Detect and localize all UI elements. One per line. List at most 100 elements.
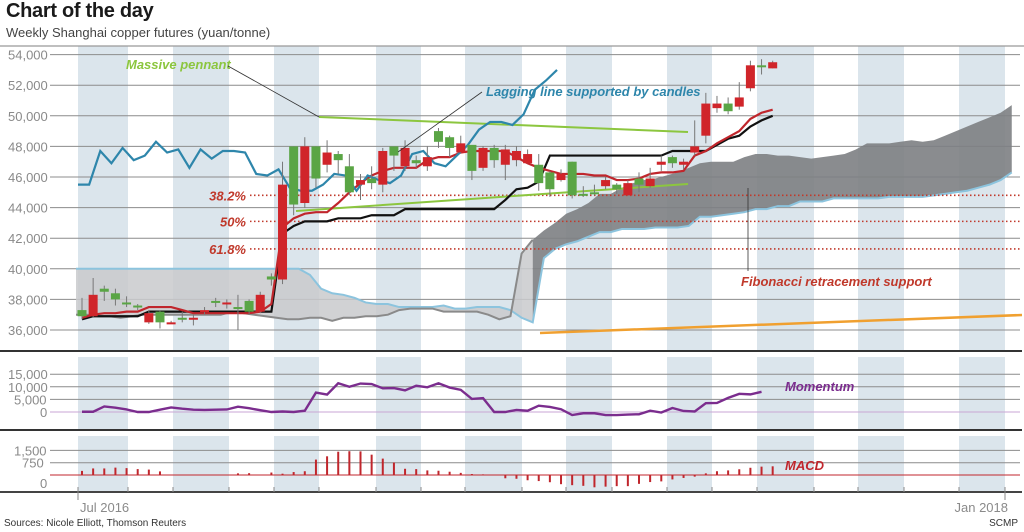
stripe — [959, 436, 1005, 492]
candle-body — [500, 149, 510, 165]
stripe — [173, 357, 229, 430]
y-tick-label: 42,000 — [8, 231, 48, 246]
candle-body — [88, 294, 98, 317]
candle-body — [690, 146, 700, 153]
lagging-span — [78, 69, 558, 193]
candle-body — [768, 62, 778, 69]
y-tick-label: 52,000 — [8, 78, 48, 93]
credit: SCMP — [989, 518, 1018, 529]
candle-body — [99, 288, 109, 292]
macd-label: MACD — [785, 458, 825, 473]
cloud-span-a — [76, 171, 1013, 324]
leader-line — [397, 91, 483, 153]
candle-body — [745, 65, 755, 89]
candle-body — [177, 317, 187, 320]
stripe — [667, 357, 712, 430]
candle-body — [723, 103, 733, 112]
candle-body — [188, 317, 198, 320]
y-tick-label: 0 — [40, 405, 47, 420]
stripe — [959, 46, 1005, 351]
stripe — [376, 46, 421, 351]
chart-title: Chart of the day — [6, 0, 154, 22]
candle-body — [534, 164, 544, 184]
y-tick-label: 40,000 — [8, 262, 48, 277]
candle-body — [77, 310, 87, 317]
stripe — [566, 436, 612, 492]
y-tick-label: 36,000 — [8, 323, 48, 338]
annotations: Massive pennant Lagging line supported by… — [126, 57, 932, 289]
annotation-fibonacci: Fibonacci retracement support — [741, 274, 932, 289]
candle-body — [200, 310, 210, 313]
stripe — [757, 357, 814, 430]
candle-body — [489, 147, 499, 161]
candle-body — [333, 154, 343, 161]
x-tick-label: Jan 2018 — [955, 500, 1009, 515]
candle-body — [166, 322, 176, 325]
trend-line — [539, 313, 1023, 335]
annotation-massive-pennant: Massive pennant — [126, 57, 231, 72]
candle-body — [311, 146, 321, 179]
candle-body — [344, 166, 354, 193]
candle-body — [244, 300, 254, 312]
base-line — [81, 114, 774, 321]
candle-body — [322, 152, 332, 165]
candle-body — [266, 276, 276, 280]
candle-body — [701, 103, 711, 136]
candle-body — [110, 293, 120, 300]
candle-body — [289, 146, 299, 205]
candle-body — [478, 147, 488, 168]
candle-body — [389, 146, 399, 156]
candle-body — [378, 150, 388, 185]
stripe — [465, 436, 522, 492]
candle-body — [411, 160, 421, 164]
candle-body — [612, 184, 622, 190]
candle-body — [422, 157, 432, 167]
candle-body — [233, 307, 243, 310]
stripe — [78, 436, 128, 492]
candle-body — [556, 173, 566, 181]
candle-body — [456, 143, 466, 153]
candle-body — [278, 184, 288, 280]
stripe — [465, 357, 522, 430]
candle-body — [367, 178, 377, 184]
candle-body — [356, 180, 365, 185]
leader-line — [227, 65, 320, 118]
y-tick-label: 15,000 — [8, 367, 48, 382]
candle-body — [734, 97, 744, 107]
stripe — [376, 357, 421, 430]
candle-body — [122, 302, 132, 305]
pennant-upper — [318, 116, 689, 133]
y-tick-label: 50,000 — [8, 109, 48, 124]
cloud-bearish — [76, 239, 533, 323]
stripe — [858, 436, 904, 492]
stripe — [274, 357, 319, 430]
fib-label: 61.8% — [209, 242, 246, 257]
pennant-lines — [295, 116, 689, 212]
momentum-label: Momentum — [785, 379, 855, 394]
chart-subtitle: Weekly Shanghai copper futures (yuan/ton… — [6, 25, 271, 40]
y-tick-label: 38,000 — [8, 292, 48, 307]
source-note: Sources: Nicole Elliott, Thomson Reuters — [4, 518, 187, 529]
stripe — [667, 436, 712, 492]
annotation-lagging-line: Lagging line supported by candles — [486, 84, 701, 99]
trend-line — [539, 313, 1023, 335]
candle-body — [222, 302, 232, 305]
candle-body — [667, 157, 677, 164]
candle-body — [589, 192, 599, 195]
candle-body — [545, 172, 555, 190]
y-tick-label: 54,000 — [8, 48, 48, 63]
candle-body — [300, 146, 310, 204]
stripe — [566, 357, 612, 430]
candle-body — [567, 161, 577, 196]
momentum-line — [82, 381, 762, 417]
candle-body — [634, 178, 644, 185]
stripe — [173, 436, 229, 492]
candlesticks — [77, 59, 778, 330]
y-tick-label: 46,000 — [8, 170, 48, 185]
y-tick-label: 1,500 — [14, 443, 47, 458]
candle-body — [656, 161, 666, 165]
stripe — [858, 357, 904, 430]
y-tick-label: 48,000 — [8, 139, 48, 154]
